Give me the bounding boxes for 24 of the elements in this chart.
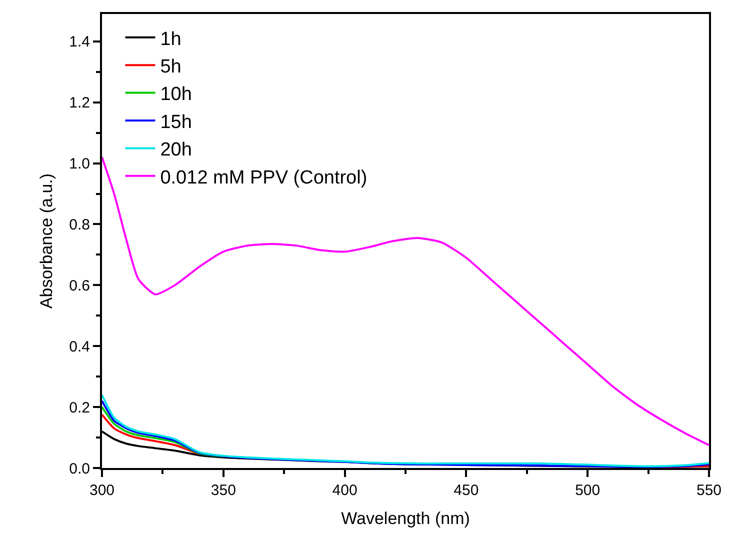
x-tick-label: 500: [575, 482, 600, 499]
y-axis-title: Absorbance (a.u.): [37, 173, 56, 309]
y-tick-label: 1.0: [69, 156, 90, 173]
y-tick-label: 1.4: [69, 34, 90, 51]
x-tick-label: 350: [210, 482, 236, 499]
y-tick-label: 0.0: [69, 460, 90, 478]
x-tick-label: 300: [89, 482, 115, 499]
x-tick-label: 450: [454, 482, 479, 499]
x-axis-title: Wavelength (nm): [341, 508, 470, 528]
legend-label: 20h: [160, 140, 192, 161]
line-series: [102, 406, 224, 458]
y-tick-label: 0.2: [69, 399, 90, 416]
y-tick-label: 0.6: [69, 277, 90, 294]
legend-label: 0.012 mM PPV (Control): [160, 167, 368, 188]
x-tick-label: 550: [696, 482, 722, 499]
line-series: [102, 156, 709, 446]
legend-label: 15h: [160, 112, 192, 133]
y-tick-label: 0.8: [69, 216, 90, 234]
legend-label: 10h: [160, 84, 192, 106]
legend-label: 1h: [160, 28, 182, 50]
legend-label: 5h: [160, 56, 182, 78]
x-tick-label: 400: [332, 482, 358, 499]
y-tick-label: 1.2: [69, 94, 90, 112]
y-tick-label: 0.4: [69, 338, 90, 356]
